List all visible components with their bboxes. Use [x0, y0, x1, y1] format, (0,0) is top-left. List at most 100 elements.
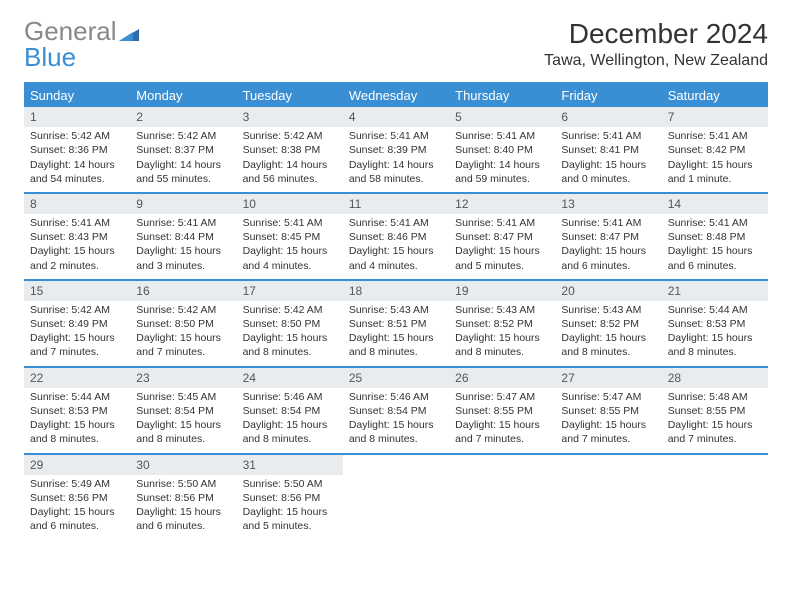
sunrise-line: Sunrise: 5:41 AM [349, 216, 443, 230]
day-cell: 21Sunrise: 5:44 AMSunset: 8:53 PMDayligh… [662, 281, 768, 366]
sunset-line: Sunset: 8:43 PM [30, 230, 124, 244]
sunset-line: Sunset: 8:56 PM [30, 491, 124, 505]
sunset-line: Sunset: 8:49 PM [30, 317, 124, 331]
day-cell: 22Sunrise: 5:44 AMSunset: 8:53 PMDayligh… [24, 368, 130, 453]
day-cell: 16Sunrise: 5:42 AMSunset: 8:50 PMDayligh… [130, 281, 236, 366]
day-cell: 23Sunrise: 5:45 AMSunset: 8:54 PMDayligh… [130, 368, 236, 453]
week-row: 29Sunrise: 5:49 AMSunset: 8:56 PMDayligh… [24, 455, 768, 540]
sunset-line: Sunset: 8:53 PM [30, 404, 124, 418]
logo-line2: Blue [24, 42, 76, 72]
day-number: 7 [662, 107, 768, 127]
day-cell: 6Sunrise: 5:41 AMSunset: 8:41 PMDaylight… [555, 107, 661, 192]
sunrise-line: Sunrise: 5:41 AM [243, 216, 337, 230]
week-row: 22Sunrise: 5:44 AMSunset: 8:53 PMDayligh… [24, 368, 768, 455]
day-cell: 13Sunrise: 5:41 AMSunset: 8:47 PMDayligh… [555, 194, 661, 279]
day-number: 4 [343, 107, 449, 127]
sunrise-line: Sunrise: 5:41 AM [561, 216, 655, 230]
day-cell: 8Sunrise: 5:41 AMSunset: 8:43 PMDaylight… [24, 194, 130, 279]
sunset-line: Sunset: 8:52 PM [455, 317, 549, 331]
sunset-line: Sunset: 8:47 PM [561, 230, 655, 244]
day-number: 11 [343, 194, 449, 214]
day-cell: 7Sunrise: 5:41 AMSunset: 8:42 PMDaylight… [662, 107, 768, 192]
sunset-line: Sunset: 8:45 PM [243, 230, 337, 244]
day-body: Sunrise: 5:42 AMSunset: 8:37 PMDaylight:… [130, 129, 236, 186]
sunset-line: Sunset: 8:40 PM [455, 143, 549, 157]
weeks-container: 1Sunrise: 5:42 AMSunset: 8:36 PMDaylight… [24, 107, 768, 539]
daylight-line: Daylight: 15 hours and 5 minutes. [243, 505, 337, 533]
day-number: 20 [555, 281, 661, 301]
weekday-header: Friday [555, 84, 661, 107]
week-row: 8Sunrise: 5:41 AMSunset: 8:43 PMDaylight… [24, 194, 768, 281]
day-body: Sunrise: 5:41 AMSunset: 8:40 PMDaylight:… [449, 129, 555, 186]
weekday-header: Saturday [662, 84, 768, 107]
weekday-header: Monday [130, 84, 236, 107]
page-title: December 2024 [544, 18, 768, 50]
day-body: Sunrise: 5:44 AMSunset: 8:53 PMDaylight:… [24, 390, 130, 447]
day-cell: 9Sunrise: 5:41 AMSunset: 8:44 PMDaylight… [130, 194, 236, 279]
day-number: 26 [449, 368, 555, 388]
day-cell: 14Sunrise: 5:41 AMSunset: 8:48 PMDayligh… [662, 194, 768, 279]
day-number: 10 [237, 194, 343, 214]
day-cell: 3Sunrise: 5:42 AMSunset: 8:38 PMDaylight… [237, 107, 343, 192]
daylight-line: Daylight: 15 hours and 8 minutes. [668, 331, 762, 359]
day-body: Sunrise: 5:46 AMSunset: 8:54 PMDaylight:… [343, 390, 449, 447]
daylight-line: Daylight: 15 hours and 8 minutes. [349, 418, 443, 446]
day-body: Sunrise: 5:50 AMSunset: 8:56 PMDaylight:… [130, 477, 236, 534]
day-body: Sunrise: 5:43 AMSunset: 8:51 PMDaylight:… [343, 303, 449, 360]
day-body: Sunrise: 5:41 AMSunset: 8:39 PMDaylight:… [343, 129, 449, 186]
daylight-line: Daylight: 15 hours and 8 minutes. [136, 418, 230, 446]
sunrise-line: Sunrise: 5:42 AM [136, 303, 230, 317]
day-body: Sunrise: 5:50 AMSunset: 8:56 PMDaylight:… [237, 477, 343, 534]
daylight-line: Daylight: 15 hours and 0 minutes. [561, 158, 655, 186]
day-body: Sunrise: 5:42 AMSunset: 8:50 PMDaylight:… [130, 303, 236, 360]
sunrise-line: Sunrise: 5:41 AM [30, 216, 124, 230]
day-number: 19 [449, 281, 555, 301]
day-number: 29 [24, 455, 130, 475]
day-body: Sunrise: 5:47 AMSunset: 8:55 PMDaylight:… [555, 390, 661, 447]
sunset-line: Sunset: 8:46 PM [349, 230, 443, 244]
day-body: Sunrise: 5:43 AMSunset: 8:52 PMDaylight:… [449, 303, 555, 360]
sunrise-line: Sunrise: 5:44 AM [668, 303, 762, 317]
day-cell [662, 455, 768, 540]
day-number: 13 [555, 194, 661, 214]
day-number: 12 [449, 194, 555, 214]
daylight-line: Daylight: 15 hours and 6 minutes. [136, 505, 230, 533]
weekday-header: Tuesday [237, 84, 343, 107]
daylight-line: Daylight: 15 hours and 7 minutes. [668, 418, 762, 446]
sunset-line: Sunset: 8:42 PM [668, 143, 762, 157]
day-cell [449, 455, 555, 540]
sunrise-line: Sunrise: 5:47 AM [455, 390, 549, 404]
daylight-line: Daylight: 15 hours and 5 minutes. [455, 244, 549, 272]
day-number: 14 [662, 194, 768, 214]
weekday-header-row: SundayMondayTuesdayWednesdayThursdayFrid… [24, 84, 768, 107]
day-number: 6 [555, 107, 661, 127]
sunrise-line: Sunrise: 5:42 AM [243, 129, 337, 143]
daylight-line: Daylight: 15 hours and 8 minutes. [455, 331, 549, 359]
sunrise-line: Sunrise: 5:42 AM [136, 129, 230, 143]
daylight-line: Daylight: 14 hours and 59 minutes. [455, 158, 549, 186]
sunrise-line: Sunrise: 5:48 AM [668, 390, 762, 404]
day-cell: 30Sunrise: 5:50 AMSunset: 8:56 PMDayligh… [130, 455, 236, 540]
sunrise-line: Sunrise: 5:41 AM [668, 129, 762, 143]
sunset-line: Sunset: 8:44 PM [136, 230, 230, 244]
day-cell: 27Sunrise: 5:47 AMSunset: 8:55 PMDayligh… [555, 368, 661, 453]
day-cell: 20Sunrise: 5:43 AMSunset: 8:52 PMDayligh… [555, 281, 661, 366]
day-cell: 24Sunrise: 5:46 AMSunset: 8:54 PMDayligh… [237, 368, 343, 453]
sunrise-line: Sunrise: 5:41 AM [349, 129, 443, 143]
sunrise-line: Sunrise: 5:50 AM [243, 477, 337, 491]
daylight-line: Daylight: 15 hours and 8 minutes. [30, 418, 124, 446]
sunset-line: Sunset: 8:56 PM [243, 491, 337, 505]
sunset-line: Sunset: 8:38 PM [243, 143, 337, 157]
daylight-line: Daylight: 15 hours and 2 minutes. [30, 244, 124, 272]
day-number: 2 [130, 107, 236, 127]
daylight-line: Daylight: 14 hours and 54 minutes. [30, 158, 124, 186]
weekday-header: Sunday [24, 84, 130, 107]
sunset-line: Sunset: 8:48 PM [668, 230, 762, 244]
sunrise-line: Sunrise: 5:47 AM [561, 390, 655, 404]
day-body: Sunrise: 5:41 AMSunset: 8:47 PMDaylight:… [449, 216, 555, 273]
sunrise-line: Sunrise: 5:41 AM [668, 216, 762, 230]
day-number: 30 [130, 455, 236, 475]
day-number: 17 [237, 281, 343, 301]
day-body: Sunrise: 5:41 AMSunset: 8:41 PMDaylight:… [555, 129, 661, 186]
sunrise-line: Sunrise: 5:43 AM [561, 303, 655, 317]
